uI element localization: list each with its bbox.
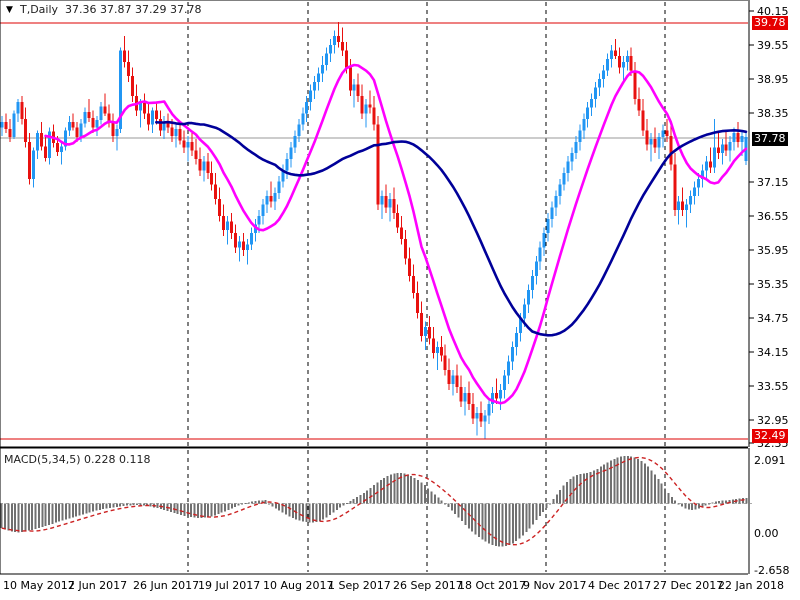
macd-indicator-label: MACD(5,34,5) 0.228 0.118 [4,453,151,466]
date-axis-tick-label: 22 Jan 2018 [718,579,784,592]
price-axis-tick-label: 34.15 [757,346,789,359]
price-axis-tick-label: 38.35 [757,107,789,120]
triangle-down-icon[interactable]: ▼ [6,5,13,15]
date-axis-tick-label: 19 Jul 2017 [198,579,261,592]
date-axis-tick-label: 26 Sep 2017 [393,579,463,592]
price-axis-tick-label: 38.95 [757,73,789,86]
price-axis-tick-label: 36.55 [757,210,789,223]
symbol-period-label: T,Daily 37.36 37.87 37.29 37.78 [20,3,202,16]
price-axis-tick-label: 35.95 [757,244,789,257]
date-axis-tick-label: 18 Oct 2017 [458,579,527,592]
date-axis-tick-label: 10 May 2017 [3,579,75,592]
resistance-price-badge: 39.78 [752,16,788,30]
date-axis-tick-label: 2 Jun 2017 [68,579,128,592]
price-axis-tick-label: 32.95 [757,414,789,427]
price-axis-tick-label: 33.55 [757,380,789,393]
macd-axis-tick-label: 2.091 [754,454,786,467]
date-axis-tick-label: 9 Nov 2017 [523,579,587,592]
price-axis-tick-label: 37.15 [757,176,789,189]
last-price-badge: 37.78 [752,132,788,146]
price-axis-tick-label: 32.35 [757,437,789,450]
date-axis-tick-label: 27 Dec 2017 [653,579,724,592]
macd-axis-tick-label: 0.00 [754,527,779,540]
price-axis-tick-label: 35.35 [757,278,789,291]
date-axis-tick-label: 1 Sep 2017 [328,579,391,592]
date-axis-tick-label: 4 Dec 2017 [588,579,652,592]
price-axis-tick-label: 40.15 [757,5,789,18]
date-axis-tick-label: 10 Aug 2017 [263,579,334,592]
macd-axis-tick-label: -2.658 [754,564,790,577]
price-axis-tick-label: 39.55 [757,39,789,52]
date-axis-tick-label: 26 Jun 2017 [133,579,200,592]
support-price-badge: 32.49 [752,429,788,443]
price-axis-tick-label: 34.75 [757,312,789,325]
